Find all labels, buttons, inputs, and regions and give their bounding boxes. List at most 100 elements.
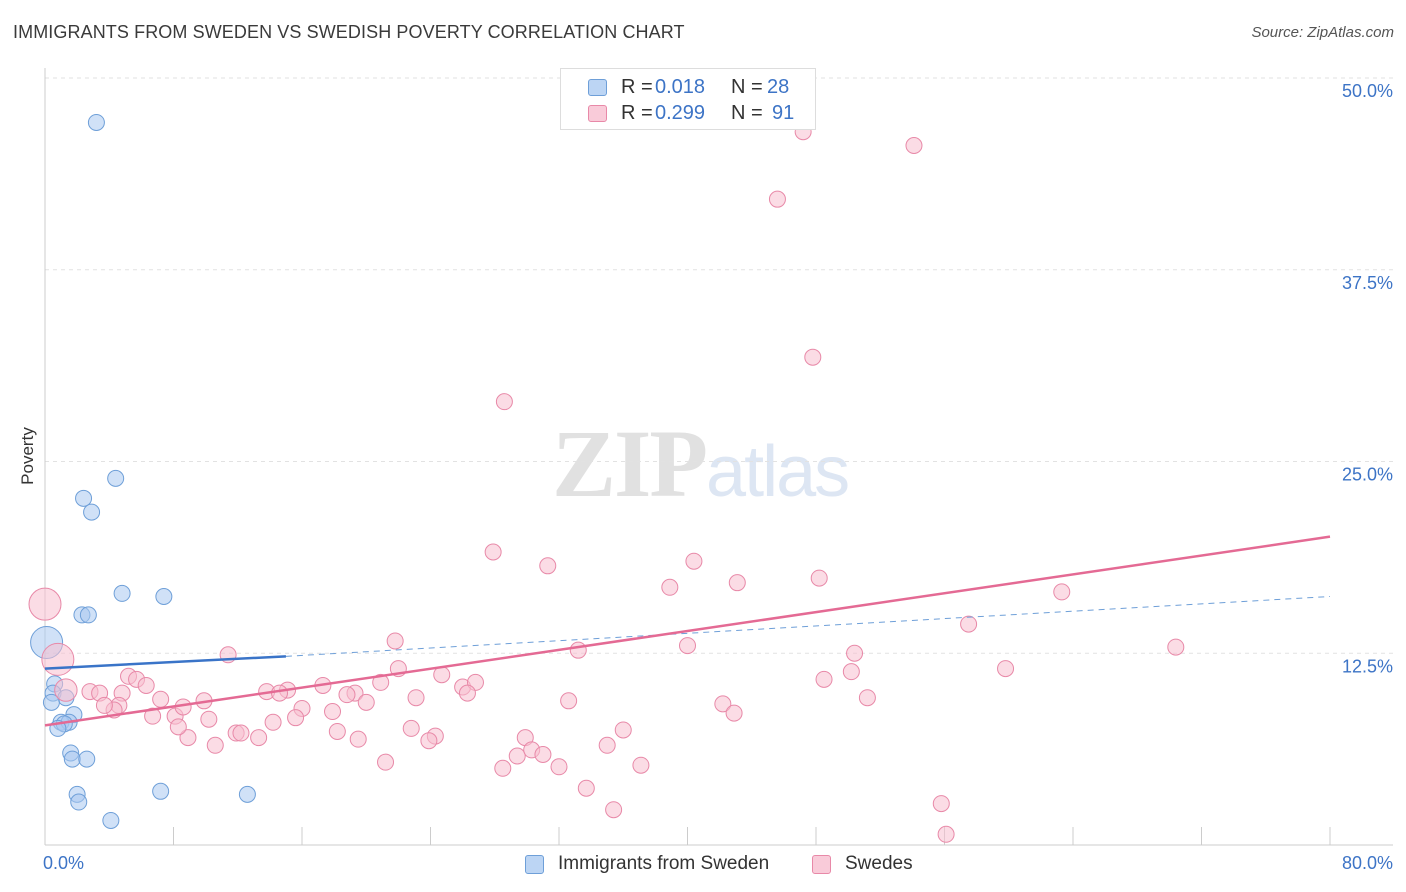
r-label: R =	[621, 101, 653, 124]
sweden-point	[87, 113, 105, 131]
sweden-point	[83, 503, 101, 521]
swedes-point	[685, 552, 703, 570]
swedes-point	[842, 663, 860, 681]
sweden-point	[78, 750, 96, 768]
source-label: Source: ZipAtlas.com	[1251, 24, 1394, 41]
sweden-point	[113, 584, 131, 602]
swedes-point	[420, 732, 438, 750]
y-tick-label: 12.5%	[1342, 656, 1393, 676]
swedes-point	[960, 615, 978, 633]
swedes-point	[560, 692, 578, 710]
n-value: 28	[767, 75, 790, 98]
sweden-trend-line	[44, 655, 287, 670]
swedes-point	[377, 753, 395, 771]
legend-label-swedes: Swedes	[845, 853, 913, 874]
swedes-point	[846, 644, 864, 662]
swedes-point	[169, 718, 187, 736]
legend-item-sweden[interactable]: Immigrants from Sweden	[525, 852, 769, 876]
swedes-point	[614, 721, 632, 739]
x-tick-label: 0.0%	[43, 853, 84, 873]
x-tick-label: 80.0%	[1342, 853, 1393, 873]
swedes-point	[714, 695, 732, 713]
watermark-zip: ZIP	[552, 410, 708, 517]
swedes-point	[728, 574, 746, 592]
swedes-point	[349, 730, 367, 748]
swedes-point	[484, 543, 502, 561]
swedes-point	[328, 722, 346, 740]
sweden-point	[75, 489, 93, 507]
swedes-point	[905, 136, 923, 154]
swedes-point	[271, 684, 289, 702]
swedes-point	[679, 637, 696, 655]
swedes-point	[264, 713, 282, 731]
sweden-point	[79, 606, 97, 624]
swedes-point	[179, 729, 197, 747]
swedes-point	[577, 779, 595, 797]
sweden-swatch	[588, 79, 607, 96]
swedes-point	[407, 689, 425, 707]
y-axis-label: Poverty	[18, 427, 37, 485]
n-value: 91	[772, 101, 795, 124]
swedes-point	[508, 747, 526, 765]
sweden-point	[107, 469, 125, 487]
swedes-point	[1053, 583, 1071, 601]
swedes-point	[206, 736, 224, 754]
swedes-point	[768, 190, 786, 208]
swedes-point	[804, 348, 822, 366]
sweden-point	[238, 785, 256, 803]
sweden-trend-extension	[285, 595, 1331, 657]
swedes-point	[550, 758, 568, 776]
swedes-point	[137, 676, 155, 694]
swedes-point	[357, 693, 375, 711]
swedes-point	[605, 801, 623, 819]
stat-legend: R = 0.018 N = 28 R = 0.299 N = 91	[560, 68, 816, 130]
sweden-point	[152, 782, 170, 800]
r-value: 0.299	[655, 101, 706, 124]
sweden-point	[63, 750, 81, 768]
n-label: N =	[731, 101, 763, 124]
y-tick-label: 25.0%	[1342, 465, 1393, 485]
swedes-point	[144, 707, 162, 725]
swedes-point	[632, 756, 650, 774]
sweden-legend-swatch	[525, 854, 544, 874]
watermark-atlas: atlas	[706, 432, 850, 512]
swedes-point	[386, 632, 404, 650]
legend-item-swedes[interactable]: Swedes	[812, 852, 913, 876]
swedes-point	[725, 704, 743, 722]
swedes-point	[598, 736, 616, 754]
swedes-point	[41, 642, 75, 676]
swedes-point	[539, 557, 557, 575]
swedes-point	[932, 795, 950, 813]
y-tick-label: 37.5%	[1342, 273, 1393, 293]
swedes-point	[458, 684, 476, 702]
swedes-point	[372, 673, 390, 691]
swedes-point	[815, 670, 833, 688]
swedes-point	[95, 696, 113, 714]
legend-label-sweden: Immigrants from Sweden	[558, 853, 770, 874]
sweden-point	[155, 587, 173, 605]
chart-title: IMMIGRANTS FROM SWEDEN VS SWEDISH POVERT…	[13, 22, 685, 42]
swedes-point	[1167, 638, 1185, 656]
swedes-point	[152, 690, 170, 708]
swedes-point	[200, 710, 218, 728]
swedes-point	[287, 709, 305, 727]
n-label: N =	[731, 75, 763, 98]
sweden-point	[42, 693, 60, 711]
swedes-point	[495, 393, 513, 411]
swedes-point	[28, 587, 62, 621]
swedes-point	[494, 759, 512, 777]
y-tick-label: 50.0%	[1342, 81, 1393, 101]
r-value: 0.018	[655, 75, 706, 98]
swedes-point	[937, 825, 955, 843]
swedes-point	[402, 719, 420, 737]
r-label: R =	[621, 75, 653, 98]
swedes-point	[324, 703, 342, 721]
sweden-point	[102, 811, 120, 829]
watermark: ZIPatlas	[552, 408, 850, 519]
swedes-point	[54, 678, 78, 702]
swedes-point	[569, 641, 587, 659]
swedes-point	[338, 686, 356, 704]
sweden-point	[70, 793, 88, 811]
swedes-point	[997, 660, 1015, 678]
swedes-point	[534, 745, 552, 763]
